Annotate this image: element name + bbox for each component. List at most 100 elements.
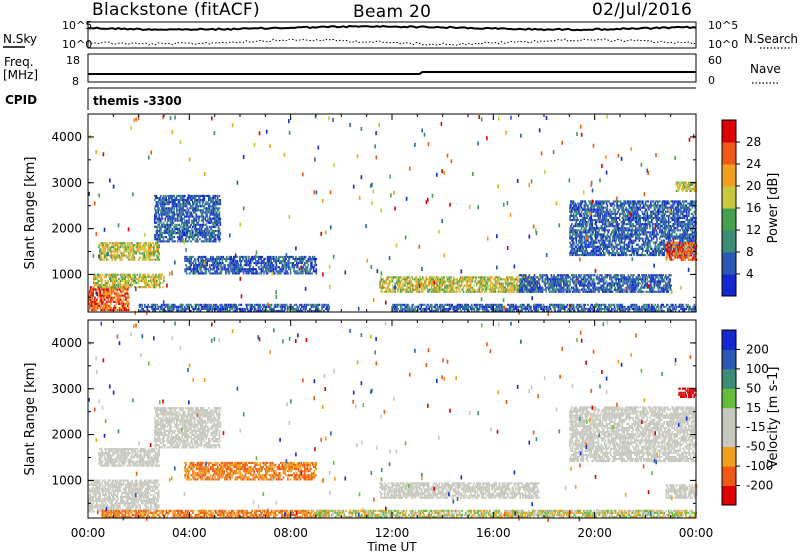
echo-cell <box>427 303 430 306</box>
echo-cell <box>206 221 208 224</box>
echo-cell <box>158 199 160 202</box>
echo-cell <box>483 305 485 308</box>
echo-cell <box>246 307 249 310</box>
echo-cell <box>431 282 434 285</box>
echo-cell <box>236 305 238 308</box>
echo-cell <box>214 209 216 212</box>
echo-cell <box>213 221 215 224</box>
echo-cell <box>159 201 161 204</box>
echo-cell <box>252 257 255 260</box>
echo-cell <box>120 309 123 312</box>
echo-cell <box>113 292 116 295</box>
echo-cell <box>102 288 104 291</box>
echo-cell <box>258 268 261 271</box>
echo-cell <box>190 264 193 267</box>
echo-cell <box>224 257 226 260</box>
echo-cell <box>300 262 302 265</box>
echo-cell <box>483 276 485 279</box>
echo-cell <box>201 232 204 235</box>
echo-cell <box>97 279 100 282</box>
echo-cell <box>217 221 220 224</box>
echo-cell <box>609 305 611 308</box>
echo-cell <box>179 240 182 243</box>
echo-cell <box>188 221 190 224</box>
echo-cell <box>211 309 213 312</box>
echo-cell <box>202 264 205 267</box>
echo-cell <box>186 227 189 230</box>
echo-cell <box>566 276 569 279</box>
echo-cell <box>437 276 440 279</box>
echo-cell <box>462 286 465 289</box>
echo-cell <box>468 290 471 293</box>
echo-cell <box>185 221 188 224</box>
echo-cell <box>200 255 202 258</box>
echo-cell <box>432 276 435 279</box>
echo-cell <box>182 213 184 216</box>
echo-cell <box>402 303 405 306</box>
echo-cell <box>129 250 131 253</box>
echo-cell <box>547 284 550 287</box>
echo-cell <box>196 201 198 204</box>
echo-cell <box>288 268 290 271</box>
echo-cell <box>228 255 231 258</box>
echo-cell <box>171 234 174 237</box>
echo-cell <box>99 252 101 255</box>
echo-cell <box>228 305 230 308</box>
echo-cell <box>184 209 187 212</box>
echo-cell <box>619 305 621 308</box>
echo-cell <box>506 309 508 312</box>
echo-cell <box>196 215 198 218</box>
echo-cell <box>524 284 527 287</box>
echo-cell <box>535 307 538 310</box>
echo-cell <box>187 268 190 271</box>
echo-cell <box>158 230 160 233</box>
echo-cell <box>215 211 218 214</box>
echo-cell <box>209 217 212 220</box>
echo-cell <box>100 298 102 301</box>
echo-cell <box>153 248 155 251</box>
echo-cell <box>184 240 187 243</box>
echo-cell <box>524 276 527 279</box>
echo-cell <box>120 256 122 259</box>
echo-cell <box>523 282 526 285</box>
echo-cell <box>158 244 160 247</box>
echo-cell <box>112 277 115 280</box>
echo-cell <box>221 305 223 308</box>
echo-cell <box>430 278 433 281</box>
echo-cell <box>180 236 183 239</box>
echo-cell <box>106 307 109 310</box>
echo-cell <box>200 264 202 267</box>
echo-cell <box>99 296 102 299</box>
echo-cell <box>461 303 463 306</box>
echo-cell <box>102 292 104 295</box>
echo-cell <box>646 307 649 310</box>
echo-cell <box>498 305 500 308</box>
echo-cell <box>457 307 460 310</box>
echo-cell <box>108 294 110 297</box>
echo-cell <box>391 288 394 291</box>
echo-cell <box>154 303 157 306</box>
echo-cell <box>496 309 499 312</box>
echo-cell <box>435 278 437 281</box>
echo-cell <box>585 307 587 310</box>
echo-cell <box>107 296 110 299</box>
echo-cell <box>572 309 575 312</box>
echo-cell <box>462 280 465 283</box>
echo-cell <box>665 305 667 308</box>
echo-cell <box>217 203 220 206</box>
echo-cell <box>434 280 436 283</box>
echo-cell <box>218 213 221 216</box>
echo-cell <box>152 277 155 280</box>
echo-cell <box>168 211 171 214</box>
echo-cell <box>247 268 249 271</box>
echo-cell <box>503 278 506 281</box>
echo-cell <box>157 307 159 310</box>
echo-cell <box>215 305 218 308</box>
echo-cell <box>448 278 451 281</box>
echo-cell <box>421 288 423 291</box>
echo-cell <box>432 305 435 308</box>
echo-cell <box>97 273 100 276</box>
echo-cell <box>656 309 658 312</box>
echo-cell <box>170 309 173 312</box>
echo-cell <box>500 286 503 289</box>
